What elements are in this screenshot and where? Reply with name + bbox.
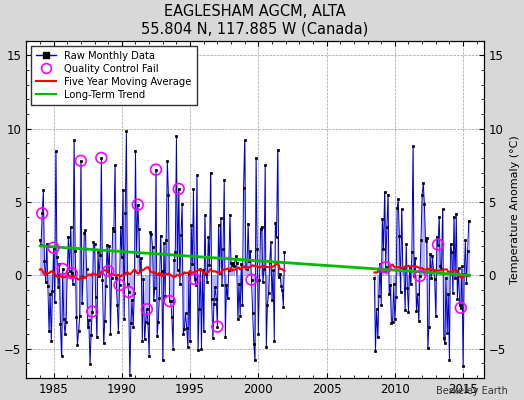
Point xyxy=(247,276,256,283)
Point xyxy=(134,202,142,208)
Point xyxy=(152,166,160,173)
Point xyxy=(166,298,174,304)
Point xyxy=(143,306,151,312)
Point xyxy=(104,268,112,274)
Point xyxy=(174,186,183,192)
Point xyxy=(456,304,465,311)
Point xyxy=(59,266,67,272)
Point xyxy=(434,242,442,248)
Point xyxy=(77,158,85,164)
Point xyxy=(49,244,58,251)
Point xyxy=(88,308,96,315)
Point xyxy=(416,273,424,279)
Legend: Raw Monthly Data, Quality Control Fail, Five Year Moving Average, Long-Term Tren: Raw Monthly Data, Quality Control Fail, … xyxy=(31,46,196,104)
Point xyxy=(190,276,199,282)
Point xyxy=(38,210,47,216)
Point xyxy=(97,155,105,161)
Point xyxy=(381,264,390,271)
Y-axis label: Temperature Anomaly (°C): Temperature Anomaly (°C) xyxy=(510,135,520,284)
Title: EAGLESHAM AGCM, ALTA
55.804 N, 117.885 W (Canada): EAGLESHAM AGCM, ALTA 55.804 N, 117.885 W… xyxy=(141,4,368,36)
Point xyxy=(125,289,133,295)
Point xyxy=(115,282,124,288)
Point xyxy=(68,270,76,276)
Text: Berkeley Earth: Berkeley Earth xyxy=(436,386,508,396)
Point xyxy=(213,324,222,330)
